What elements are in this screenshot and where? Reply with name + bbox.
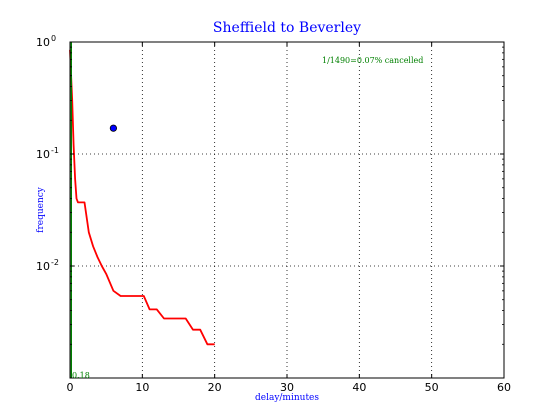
series-layer <box>69 42 215 378</box>
y-tick-label: 10 <box>36 260 50 273</box>
cancelled-note: 1/1490=0.07% cancelled <box>322 56 423 65</box>
y-tick-label: 10 <box>36 36 50 49</box>
chart-title: Sheffield to Beverley <box>213 20 361 36</box>
y-tick-exponent: 0 <box>51 34 56 43</box>
x-tick-label: 10 <box>135 381 149 394</box>
x-tick-label: 50 <box>425 381 439 394</box>
x-tick-label: 30 <box>280 381 294 394</box>
y-tick-exponent: -1 <box>51 146 59 155</box>
y-tick-label: 10 <box>36 148 50 161</box>
delay-distribution-line <box>69 49 215 346</box>
grid <box>70 42 504 378</box>
x-tick-label: 60 <box>497 381 511 394</box>
data-point <box>109 124 118 132</box>
x-tick-label: 40 <box>352 381 366 394</box>
x-tick-label: 0 <box>67 381 74 394</box>
x-ticks: 0 10 20 30 40 50 60 <box>67 42 511 394</box>
min-delay-label: 0.18 <box>72 371 90 380</box>
y-axis-label: frequency <box>36 186 46 233</box>
y-tick-exponent: -2 <box>51 258 59 267</box>
x-tick-label: 20 <box>208 381 222 394</box>
x-axis-label: delay/minutes <box>255 393 319 403</box>
